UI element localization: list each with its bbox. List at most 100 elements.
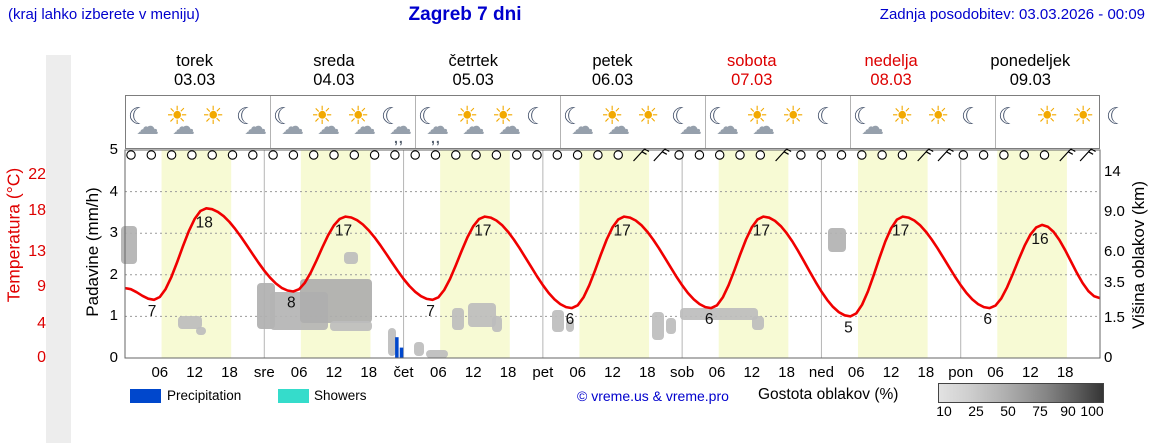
temperature-tick: 4 [37,315,46,332]
moon-glyph: ☾ [381,103,402,129]
x-axis-day-abbr: pet [532,364,554,381]
min-temperature-label: 6 [705,311,714,328]
precipitation-tick: 5 [109,141,118,158]
sun-cloud-icon: ☀ ☁ [488,101,524,143]
sun-glyph: ☀ [927,102,950,130]
day-name: četrtek [448,52,498,70]
cloud-glyph: ☁ [462,113,485,139]
day-icons-cell: ☾ ☁ ☀ ☀ ☾ [851,96,996,148]
sun-glyph: ☀ [1036,102,1059,130]
x-axis-hour-label: 06 [290,364,308,381]
sun-glyph: ☀ [166,102,189,130]
day-date: 05.03 [452,71,494,89]
min-temperature-label: 5 [844,319,853,336]
sun-cloud-icon: ☀ ☁ [597,101,633,143]
precipitation-tick: 2 [109,266,118,283]
moon-cloud-icon: ☾ ☁ [706,101,742,143]
cloud-glyph: ☁ [281,113,304,139]
day-name: sobota [727,52,777,70]
day-date: 06.03 [591,71,634,89]
moon-cloud-icon: ☾ ☁ [234,101,270,143]
x-axis-hour-label: 06 [430,364,447,381]
moon-cloud-icon: ☾ ☁ [561,101,597,143]
x-axis-hour-label: 12 [325,364,343,381]
day-icons-cell: ☾ ☁,, ☀ ☁ ☀ ☁ ☾ [416,96,561,148]
daily-weather-icons-strip: ☾ ☁ ☀ ☁ ☀ ☾ ☁ ☾ ☁ ☀ ☁ ☀ ☁ ☾ ☁,, ☾ ☁,, ☀ ☁ ☀ ☁ ☾ ☾ ☁ ☀ ☁ ☀ ☾ ☁ ☾ ☁ ☀ ☁ ☀ ☾ ☾… [125,95,1127,149]
sun-icon: ☀ [1032,101,1068,143]
moon-glyph: ☾ [708,103,729,129]
showers-legend-label: Showers [314,388,367,403]
moon-cloud-drizzle-icon: ☾ ☁,, [416,101,452,146]
moon-cloud-icon: ☾ ☁ [126,101,162,143]
sun-glyph: ☀ [637,102,660,130]
x-axis-day-abbr: čet [393,364,414,381]
drizzle-glyph: ,, [394,130,404,146]
day-date: 04.03 [313,71,355,89]
cloud-height-tick: 0 [1104,349,1113,366]
cloud-glyph: ☁ [679,113,702,139]
cloud-height-tick: 6.0 [1104,243,1125,260]
x-axis-hour-label: 12 [186,364,203,381]
cloud-glyph: ☁ [172,113,195,139]
copyright-link[interactable]: © vreme.us & vreme.pro [577,388,729,404]
density-tick-label: 50 [1000,403,1016,419]
moon-icon: ☾ [996,101,1032,143]
x-axis-hour-label: 18 [638,364,656,381]
max-temperature-label: 17 [613,223,630,240]
x-axis-hour-label: 12 [464,364,482,381]
min-temperature-label: 7 [426,303,435,320]
moon-cloud-icon: ☾ ☁ [851,101,887,143]
moon-glyph: ☾ [526,103,547,129]
sun-glyph: ☀ [746,102,769,130]
x-axis-day-abbr: pon [948,364,974,381]
moon-icon: ☾ [959,101,995,143]
min-temperature-label: 6 [983,311,992,328]
sun-icon: ☀ [1068,101,1104,143]
day-name: nedelja [864,52,918,70]
temperature-tick: 0 [37,349,46,366]
day-icons-cell: ☾ ☀ ☀ ☾ [996,96,1140,148]
min-temperature-label: 6 [566,311,575,328]
moon-glyph: ☾ [1106,103,1127,129]
precipitation-tick: 1 [109,307,118,324]
day-date: 07.03 [731,71,773,89]
cloud-height-tick: 3.5 [1104,274,1125,291]
density-tick-label: 75 [1032,403,1048,419]
sun-glyph: ☀ [891,102,914,130]
moon-glyph: ☾ [853,103,874,129]
temperature-tick: 9 [37,278,46,295]
density-tick-label: 25 [968,403,984,419]
precipitation-swatch [130,389,161,403]
precipitation-legend-label: Precipitation [167,388,242,403]
day-icons-cell: ☾ ☁ ☀ ☁ ☀ ☾ [706,96,851,148]
cloud-glyph: ☁ [571,113,594,139]
sun-icon: ☀ [923,101,959,143]
moon-glyph: ☾ [961,103,982,129]
x-axis-day-abbr: ned [808,364,834,381]
x-axis-hour-label: 18 [917,364,935,381]
x-axis-hour-label: 12 [743,364,761,381]
min-temperature-label: 7 [148,303,157,320]
max-temperature-label: 17 [892,223,909,240]
moon-glyph: ☾ [816,103,837,129]
density-tick-label: 10 [936,403,952,419]
page-title: Zagreb 7 dni [408,4,522,25]
sun-icon: ☀ [198,101,234,143]
cloud-glyph: ☁ [426,113,449,139]
x-axis-hour-label: 12 [1022,364,1039,381]
x-axis-day-abbr: sob [670,364,695,381]
day-icons-cell: ☾ ☁ ☀ ☁ ☀ ☁ ☾ ☁,, [271,96,416,148]
moon-glyph: ☾ [236,103,257,129]
sun-glyph: ☀ [782,102,805,130]
day-name: petek [592,52,633,70]
cloud-glyph: ☁ [498,113,521,139]
max-temperature-label: 17 [753,223,770,240]
x-axis-hour-label: 12 [604,364,621,381]
moon-glyph: ☾ [418,103,439,129]
day-icons-cell: ☾ ☁ ☀ ☁ ☀ ☾ ☁ [126,96,271,148]
density-tick-label: 100 [1080,403,1104,419]
location-hint: (kraj lahko izberete v meniju) [8,6,200,23]
moon-glyph: ☾ [128,103,149,129]
moon-glyph: ☾ [273,103,294,129]
density-tick-label: 90 [1060,403,1076,419]
